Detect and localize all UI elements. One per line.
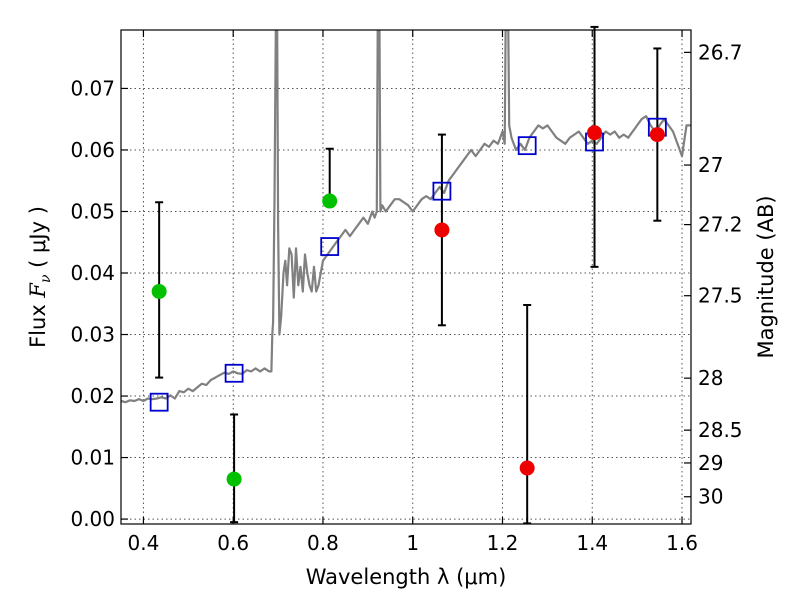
markers [149,117,667,487]
y-tick-label: 0.06 [70,138,115,162]
green-data-point [322,193,338,209]
green-data-point [226,471,242,487]
y2-tick-label: 27.5 [698,284,743,308]
y2-tick-label: 27.2 [698,213,743,237]
model-square-point [432,181,452,201]
x-tick-label: 0.8 [307,531,339,555]
grid [121,30,691,524]
y-tick-label: 0.01 [70,446,115,470]
x-tick-label: 1.4 [576,531,608,555]
x-tick-label: 1 [406,531,419,555]
model-square-point [224,363,244,383]
green-data-point [151,283,167,299]
model-square-point [149,392,169,412]
x-tick-label: 1.6 [666,531,698,555]
y-tick-label: 0.07 [70,76,115,100]
red-data-point [649,127,665,143]
y2-axis-label: Magnitude (AB) [754,195,778,358]
axis-ticks: 0.4 0.6 0.8 1 1.2 1.4 1.6 0.00 0.01 0.02 0.03 0.04 0… [70,30,743,555]
x-tick-label: 0.6 [217,531,249,555]
y-tick-label: 0.02 [70,384,115,408]
plot-frame [120,29,692,525]
y-tick-label: 0.04 [70,261,115,285]
y2-tick-label: 27 [698,153,723,177]
red-data-point [519,460,535,476]
errorbars [155,25,662,525]
y2-tick-label: 26.7 [698,40,743,64]
red-data-point [434,222,450,238]
y2-tick-label: 28 [698,366,723,390]
spectrum-line [121,30,691,404]
y2-tick-label: 28.5 [698,418,743,442]
plot-area [121,30,691,404]
y2-tick-label: 29 [698,451,723,475]
model-square-point [517,136,537,156]
y-tick-label: 0.03 [70,323,115,347]
y-axis-label: Flux Fν ( μJy ) [26,206,54,348]
y2-tick-label: 30 [698,485,723,509]
y-tick-label: 0.00 [70,507,115,531]
x-axis-label: Wavelength λ (μm) [306,565,507,589]
red-data-point [587,125,603,141]
x-tick-label: 1.2 [487,531,519,555]
y-tick-label: 0.05 [70,199,115,223]
model-square-point [320,237,340,256]
x-tick-label: 0.4 [128,531,160,555]
